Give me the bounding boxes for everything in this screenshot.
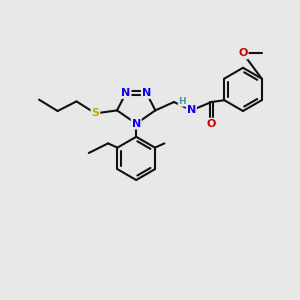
Text: N: N	[122, 88, 130, 98]
Text: N: N	[187, 105, 196, 116]
Text: N: N	[142, 88, 151, 98]
Text: N: N	[132, 118, 141, 129]
Text: H: H	[178, 97, 186, 106]
Text: O: O	[238, 48, 248, 59]
Text: S: S	[92, 108, 99, 118]
Text: O: O	[207, 118, 216, 129]
